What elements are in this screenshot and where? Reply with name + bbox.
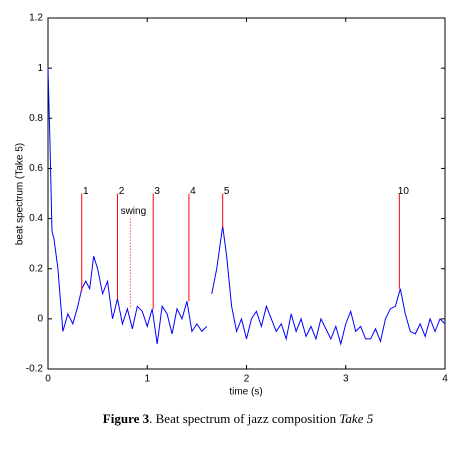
beat-marker-label: 2	[119, 186, 125, 197]
beat-marker-label: 3	[154, 186, 160, 197]
plot-frame	[47, 17, 446, 370]
x-axis-label: time (s)	[229, 387, 262, 398]
x-tick-label: 2	[244, 374, 250, 385]
beat-marker-label: 10	[398, 186, 410, 197]
y-tick-label: 0.6	[29, 163, 43, 174]
beat-marker-label: 4	[190, 186, 196, 197]
x-tick-label: 4	[442, 374, 448, 385]
data-line	[47, 68, 446, 346]
y-tick-label: 0.4	[29, 213, 43, 224]
y-tick-label: 0.8	[29, 113, 43, 124]
y-axis-label: beat spectrum (Take 5)	[15, 143, 26, 245]
y-tick-label: 1.2	[29, 13, 43, 24]
caption-title: Take 5	[339, 411, 373, 426]
x-tick-label: 0	[45, 374, 51, 385]
y-tick-label: 0	[37, 313, 43, 324]
beat-marker-label: 1	[83, 186, 89, 197]
caption-label: Figure 3	[103, 411, 150, 426]
x-tick-label: 1	[144, 374, 150, 385]
y-tick-label: 0.2	[29, 263, 43, 274]
swing-label: swing	[121, 206, 147, 217]
caption-text: . Beat spectrum of jazz composition	[149, 411, 339, 426]
beat-marker-label: 5	[224, 186, 230, 197]
y-tick-label: -0.2	[26, 364, 44, 375]
caption: Figure 3. Beat spectrum of jazz composit…	[103, 411, 374, 426]
y-tick-label: 1	[37, 63, 43, 74]
x-tick-label: 3	[343, 374, 349, 385]
